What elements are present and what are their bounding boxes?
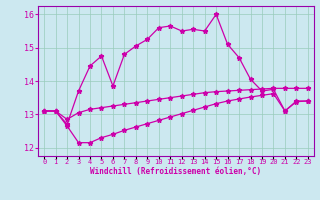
X-axis label: Windchill (Refroidissement éolien,°C): Windchill (Refroidissement éolien,°C) [91, 167, 261, 176]
